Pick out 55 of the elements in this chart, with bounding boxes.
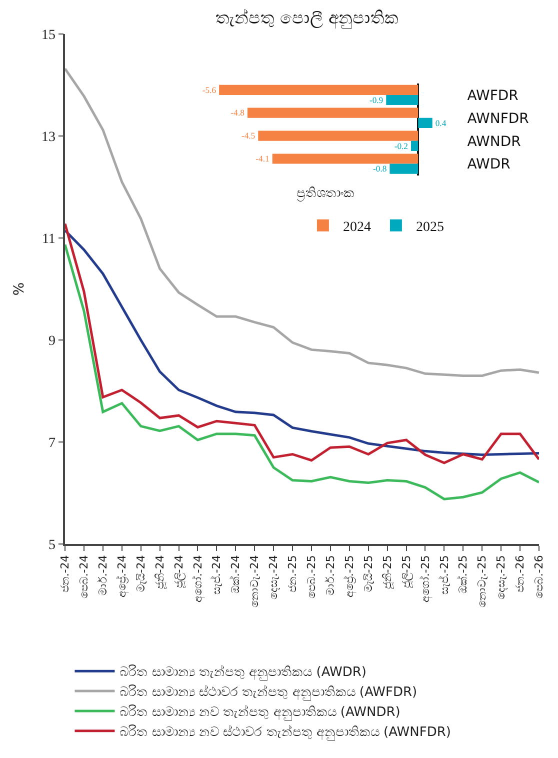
y-tick-label: 9: [48, 334, 56, 349]
x-tick-label: අප්‍රේ.-24: [114, 555, 130, 598]
legend-label: 2024: [342, 220, 371, 235]
y-tick-label: AWNFDR: [467, 110, 530, 127]
y-tick-label: AWFDR: [467, 88, 519, 104]
data-label: -0.8: [373, 164, 387, 174]
x-tick-label: පෙබ.-26: [532, 555, 546, 599]
x-tick-label: ජූනි-24: [153, 555, 166, 590]
chart-title: තැන්පතු පොලී අනුපාතික: [215, 8, 398, 30]
x-tick-label: මැයි-24: [134, 555, 148, 592]
data-label: -4.8: [230, 108, 244, 118]
x-tick-label: දෙසැ.-24: [267, 555, 280, 600]
data-label: -4.5: [241, 130, 256, 141]
x-tick-label: නොවැ.-24: [248, 555, 262, 608]
x-tick-label: ඔක්.-24: [228, 555, 242, 594]
x-tick-label: නොවැ.-25: [476, 555, 489, 608]
x-tick-label: දෙසැ.-25: [494, 555, 508, 600]
x-tick-label: අගෝ.-25: [418, 555, 433, 603]
data-label: -4.1: [256, 154, 270, 164]
legend-label: බරිත සාමාන්‍ය ස්ථාවර තැන්පතු අනුපාතිකය (AWFDR): [120, 684, 418, 700]
x-tick-label: මාර්.-24: [96, 555, 110, 596]
legend-label: බරිත සාමාන්‍ය තැන්පතු අනුපාතිකය (AWDR): [120, 664, 367, 680]
x-tick-label: ජූනි-25: [380, 555, 394, 590]
x-tick-label: සැප්.-24: [209, 555, 224, 595]
x-axis-title: ප්‍රතිශතාංක: [296, 186, 355, 201]
x-tick-label: පෙබ.-24: [78, 555, 91, 599]
x-tick-label: මාර්.-25: [324, 555, 338, 596]
line-series: [65, 243, 539, 500]
x-tick-label: ඔක්.-25: [456, 555, 470, 594]
legend-label: බරිත සාමාන්‍ය නව ස්ථාවර තැන්පතු අනුපාතිකය (AWNFDR): [120, 724, 451, 740]
y-tick-label: 15: [41, 28, 56, 43]
x-tick-label: අප්‍රේ.-25: [342, 555, 357, 598]
x-tick-label: ජූලි-25: [400, 555, 414, 590]
y-tick-label: 5: [48, 538, 56, 553]
y-tick-label: AWDR: [467, 156, 511, 173]
x-tick-label: ජන.-26: [514, 555, 527, 593]
x-tick-label: පෙබ.-25: [305, 555, 318, 599]
data-label: 0.4: [435, 118, 447, 128]
y-tick-label: 11: [42, 232, 56, 247]
x-tick-label: ජන.-25: [286, 555, 300, 593]
x-tick-label: ජූලි-24: [172, 555, 186, 590]
legend-label: 2025: [416, 220, 444, 235]
y-axis-title: %: [12, 282, 28, 296]
x-tick-label: ජන.-24: [58, 555, 72, 593]
y-tick-label: AWNDR: [467, 134, 522, 150]
data-label: -5.6: [202, 84, 217, 95]
y-tick-label: 7: [48, 436, 56, 451]
data-label: -0.2: [394, 140, 408, 151]
x-tick-label: අගෝ.-24: [190, 555, 206, 603]
line-series: [65, 67, 539, 377]
x-tick-label: සැප්.-25: [436, 555, 451, 595]
data-label: -0.9: [369, 94, 384, 105]
y-tick-label: 13: [41, 130, 56, 145]
x-tick-label: මැයි-25: [362, 555, 375, 592]
legend-label: බරිත සාමාන්‍ය නව තැන්පතු අනුපාතිකය (AWNDR): [120, 704, 400, 720]
